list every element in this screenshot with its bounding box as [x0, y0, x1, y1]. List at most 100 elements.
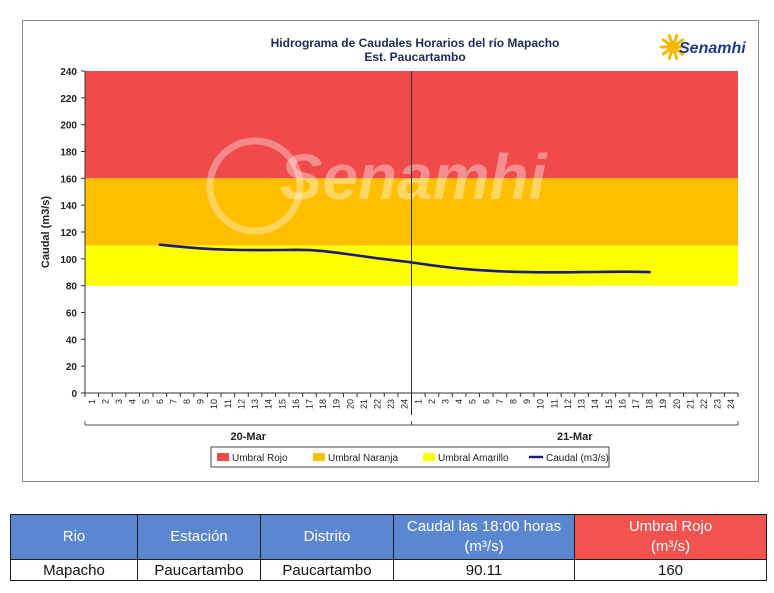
legend-swatch-3	[423, 453, 435, 461]
legend-swatch-2	[313, 453, 325, 461]
y-tick-label: 160	[60, 174, 77, 185]
x-tick-label: 10	[209, 399, 219, 409]
x-tick-label: 19	[658, 399, 668, 409]
x-tick-label: 16	[291, 399, 301, 409]
x-tick-label: 15	[277, 399, 287, 409]
x-tick-label: 19	[332, 399, 342, 409]
y-tick-label: 240	[60, 67, 77, 78]
day-label-1: 20-Mar	[231, 431, 267, 443]
legend-swatch-1	[217, 453, 229, 461]
chart-subtitle: Est. Paucartambo	[364, 50, 465, 64]
y-tick-label: 40	[66, 335, 78, 346]
cell-caudal: 90.11	[393, 559, 575, 581]
header-estacion: Estación	[137, 514, 261, 560]
x-tick-label: 14	[264, 399, 274, 409]
x-tick-label: 23	[386, 399, 396, 409]
x-tick-label: 7	[495, 399, 505, 404]
y-tick-label: 180	[60, 148, 77, 159]
logo-sun-ray	[667, 51, 673, 60]
x-tick-label: 11	[549, 399, 559, 408]
x-tick-label: 6	[155, 399, 165, 404]
legend-label-2: Umbral Naranja	[328, 453, 398, 464]
header-distrito: Distrito	[260, 514, 394, 560]
summary-table: Rio Estación Distrito Caudal las 18:00 h…	[10, 514, 767, 581]
y-tick-label: 60	[66, 309, 78, 320]
y-tick-label: 140	[60, 201, 77, 212]
x-tick-label: 20	[345, 399, 355, 409]
legend-label-3: Umbral Amarillo	[438, 453, 509, 464]
legend-label-4: Caudal (m3/s)	[546, 453, 609, 464]
x-tick-label: 24	[400, 399, 410, 409]
x-tick-label: 5	[141, 399, 151, 404]
y-tick-label: 200	[60, 121, 77, 132]
x-tick-label: 8	[509, 399, 519, 404]
cell-umbral-rojo: 160	[574, 559, 767, 581]
watermark-sun-icon	[206, 137, 304, 235]
header-caudal-18h: Caudal las 18:00 horas (m³/s)	[393, 514, 575, 560]
x-tick-label: 22	[699, 399, 709, 409]
table-header-row: Rio Estación Distrito Caudal las 18:00 h…	[10, 514, 767, 560]
x-tick-label: 3	[114, 399, 124, 404]
x-tick-label: 11	[223, 399, 233, 408]
x-tick-label: 23	[713, 399, 723, 409]
x-tick-label: 13	[250, 399, 260, 409]
legend-box	[210, 446, 610, 468]
x-tick-label: 14	[590, 399, 600, 409]
day-label-2: 21-Mar	[557, 431, 593, 443]
header-rio: Rio	[10, 514, 138, 560]
x-tick-label: 18	[318, 399, 328, 409]
logo-sun-ray	[676, 49, 685, 56]
x-tick-label: 20	[672, 399, 682, 409]
cell-rio: Mapacho	[10, 559, 138, 581]
y-tick-label: 100	[60, 255, 77, 266]
series-line-1	[158, 243, 651, 274]
logo-sun-ray	[673, 34, 679, 43]
y-tick-label: 20	[66, 362, 78, 373]
hydrograph-chart: Senamhi020406080100120140160180200220240…	[40, 34, 746, 468]
x-tick-label: 1	[413, 399, 423, 404]
chart-frame: Senamhi 0 20 40 60 80 100 120 140 160 180 200 220 240…	[22, 20, 759, 482]
x-tick-label: 13	[577, 399, 587, 409]
x-tick-label: 3	[441, 399, 451, 404]
y-tick-label: 120	[60, 228, 77, 239]
x-tick-label: 18	[645, 399, 655, 409]
legend-label-1: Umbral Rojo	[232, 453, 288, 464]
x-tick-label: 5	[468, 399, 478, 404]
y-tick-label: 80	[66, 282, 78, 293]
x-tick-label: 8	[182, 399, 192, 404]
x-tick-label: 6	[481, 399, 491, 404]
x-tick-label: 24	[726, 399, 736, 409]
x-tick-label: 4	[128, 399, 138, 404]
x-tick-label: 7	[168, 399, 178, 404]
chart-title: Hidrograma de Caudales Horarios del río …	[271, 36, 560, 50]
logo-sun-ray	[661, 38, 670, 45]
x-tick-label: 2	[100, 399, 110, 404]
x-tick-label: 10	[536, 399, 546, 409]
x-tick-label: 22	[372, 399, 382, 409]
watermark-text: Senamhi	[280, 141, 548, 213]
x-tick-label: 9	[522, 399, 532, 404]
cell-estacion: Paucartambo	[137, 559, 261, 581]
x-tick-label: 2	[427, 399, 437, 404]
logo-text: Senamhi	[679, 40, 746, 57]
x-tick-label: 16	[617, 399, 627, 409]
header-umbral-rojo: Umbral Rojo (m³/s)	[574, 514, 767, 560]
x-tick-label: 1	[87, 399, 97, 404]
x-tick-label: 4	[454, 399, 464, 404]
logo-sun-icon	[667, 41, 679, 53]
x-tick-label: 17	[304, 399, 314, 409]
x-tick-label: 21	[359, 399, 369, 409]
x-tick-label: 21	[685, 399, 695, 409]
logo-sun-ray	[673, 51, 679, 60]
table-row: Mapacho Paucartambo Paucartambo 90.11 16…	[10, 559, 767, 581]
y-axis-label: Caudal (m3/s)	[40, 196, 52, 268]
y-tick-label: 220	[60, 94, 77, 105]
logo-sun-ray	[676, 38, 685, 45]
x-tick-label: 15	[604, 399, 614, 409]
x-tick-label: 12	[236, 399, 246, 409]
cell-distrito: Paucartambo	[260, 559, 394, 581]
x-tick-label: 17	[631, 399, 641, 409]
logo-sun-ray	[661, 49, 670, 56]
y-tick-label: 0	[71, 389, 77, 400]
x-tick-label: 9	[196, 399, 206, 404]
